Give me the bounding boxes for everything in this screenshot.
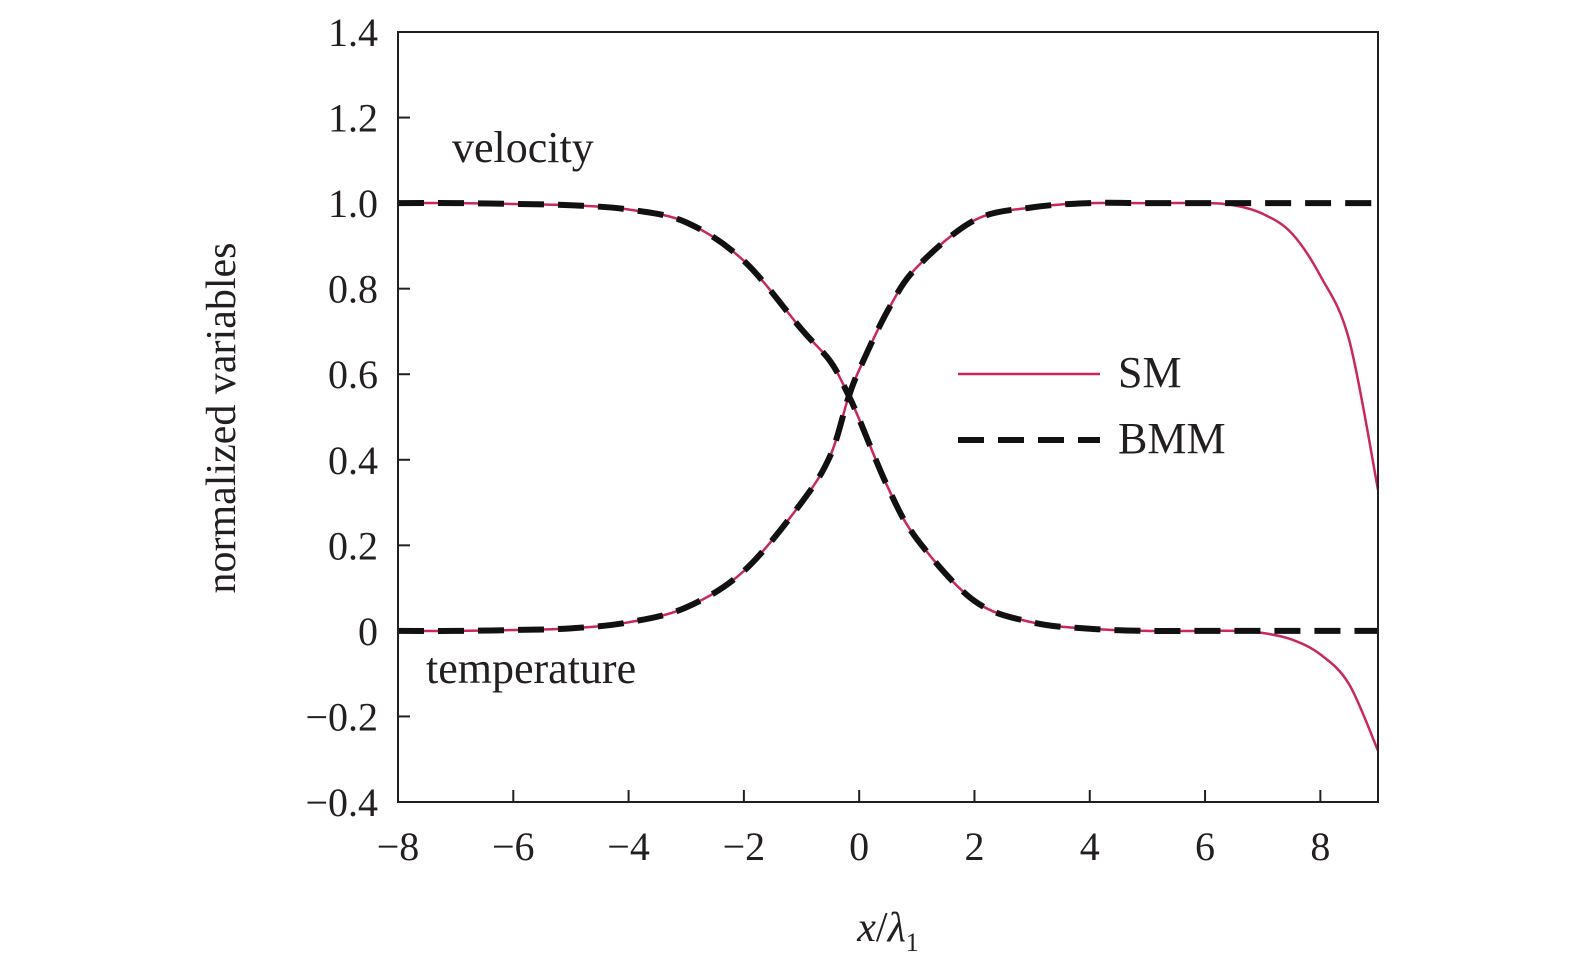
legend: SM BMM <box>958 348 1226 463</box>
x-tick-label: −4 <box>607 824 650 869</box>
y-tick-label: 0.6 <box>328 352 378 397</box>
x-axis-label-lambda: λ <box>886 905 906 951</box>
x-tick-label: −8 <box>377 824 420 869</box>
annotation-temperature: temperature <box>426 644 636 693</box>
x-tick-label: 8 <box>1310 824 1330 869</box>
x-tick-label: 0 <box>849 824 869 869</box>
x-tick-label: 2 <box>964 824 984 869</box>
series-layer <box>397 199 1380 752</box>
y-tick-label: 1.2 <box>328 96 378 141</box>
y-tick-label: 0.4 <box>328 438 378 483</box>
legend-label-bmm: BMM <box>1118 414 1226 463</box>
series-bmm-temperature-line <box>397 199 1378 634</box>
x-axis-label-subscript: 1 <box>906 928 919 957</box>
y-tick-label: −0.2 <box>305 694 378 739</box>
x-tick-label: 6 <box>1195 824 1215 869</box>
x-axis-label-var: x <box>856 905 876 951</box>
y-tick-label: 1.4 <box>328 10 378 55</box>
y-tick-label: 0.8 <box>328 267 378 312</box>
x-axis-label-slash: / <box>876 905 888 951</box>
legend-label-sm: SM <box>1118 348 1182 397</box>
series-sm-temperature-line <box>397 201 1380 633</box>
series-bmm-velocity-line <box>397 200 1378 635</box>
plot-frame <box>397 31 1379 803</box>
y-tick-label: 0 <box>358 609 378 654</box>
y-tick-label: 0.2 <box>328 523 378 568</box>
x-tick-label: 4 <box>1080 824 1100 869</box>
annotation-velocity: velocity <box>452 123 594 172</box>
x-tick-label: −6 <box>492 824 535 869</box>
ticks-layer: −8 −6 −4 −2 0 2 4 6 8 −0.4 −0.2 0 0.2 0.4 0.6 0.8 1.0 1.2… <box>305 10 1330 869</box>
y-tick-label: −0.4 <box>305 780 378 825</box>
y-tick-label: 1.0 <box>328 181 378 226</box>
y-axis-label: normalized variables <box>199 242 245 593</box>
x-tick-label: −2 <box>723 824 766 869</box>
x-axis-label: x/λ1 <box>856 905 919 957</box>
